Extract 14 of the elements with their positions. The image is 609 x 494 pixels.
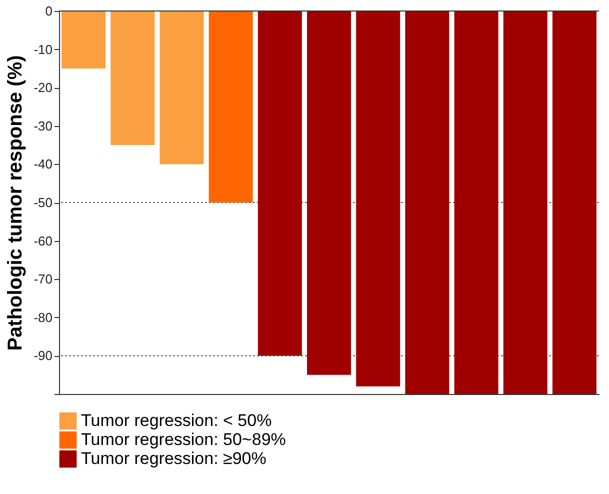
y-tick-label: -80	[34, 310, 52, 325]
y-tick-label: -20	[34, 80, 52, 96]
y-tick-label: -30	[34, 118, 52, 134]
y-tick-label: -50	[34, 195, 52, 210]
y-tick-label: -90	[34, 348, 52, 364]
y-tick-label: -60	[34, 233, 52, 248]
legend-label: Tumor regression: 50~89%	[81, 430, 286, 449]
y-axis-title: Pathologic tumor response (%)	[4, 55, 27, 351]
y-tick-label: 0	[45, 4, 52, 18]
legend-label: Tumor regression: ≥90%	[81, 449, 266, 468]
y-tick-label: -10	[34, 42, 52, 57]
y-tick-label: -40	[34, 156, 52, 172]
legend-label: Tumor regression: < 50%	[81, 411, 272, 430]
y-tick-label: -70	[34, 272, 52, 287]
